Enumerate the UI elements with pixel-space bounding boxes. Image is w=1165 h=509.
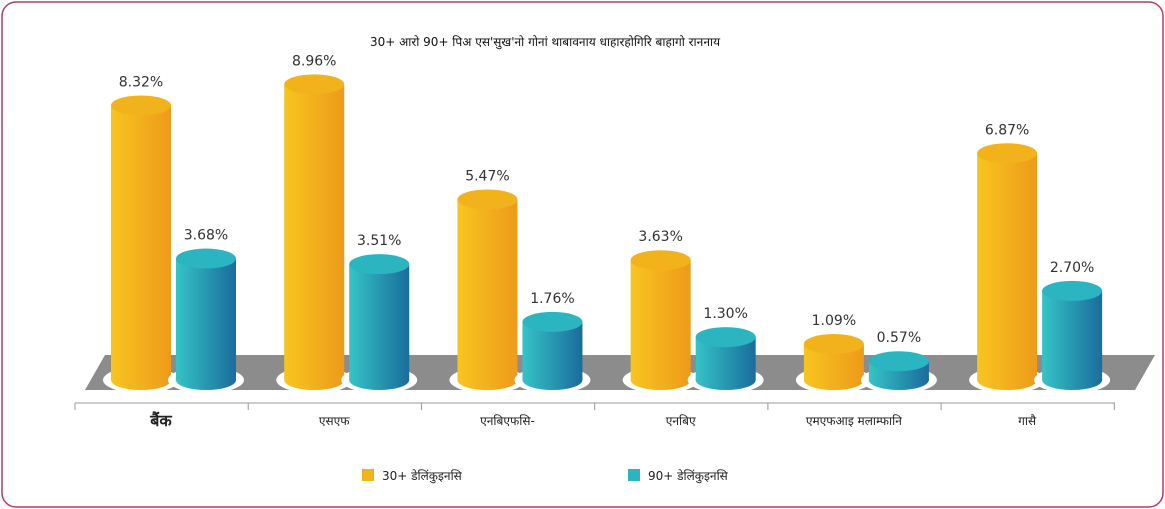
bar-cap: [522, 311, 583, 332]
bar: [630, 260, 691, 380]
value-label: 3.51%: [357, 233, 401, 249]
value-label: 0.57%: [877, 330, 921, 346]
legend-swatch: [628, 469, 640, 481]
legend-label: 30+ डेलिंकुइनसि: [382, 469, 463, 484]
bar: [176, 258, 236, 380]
value-label: 2.70%: [1050, 260, 1094, 276]
value-label: 1.09%: [812, 313, 856, 329]
value-label: 1.76%: [530, 291, 574, 307]
bar-cap: [457, 189, 518, 210]
bar: [284, 84, 345, 380]
bar-cap: [695, 327, 756, 348]
chart-title: 30+ आरो 90+ पिअ एस'सुख'नो गोनां थाबावनाय…: [370, 35, 721, 50]
bar-cap: [176, 248, 236, 269]
bar: [349, 264, 410, 380]
bar-cap: [868, 351, 929, 372]
value-label: 1.30%: [703, 306, 747, 322]
bar-cap: [630, 250, 691, 271]
value-label: 6.87%: [985, 122, 1029, 138]
bar: [111, 105, 171, 380]
value-label: 8.96%: [292, 53, 336, 69]
bar-cap: [977, 143, 1038, 164]
legend-swatch: [362, 469, 374, 481]
bar-cap: [803, 334, 864, 355]
bar-cap: [1042, 280, 1103, 301]
x-tick-label: एनबिए: [665, 414, 696, 428]
x-tick-label: बैंक: [150, 411, 172, 430]
bar-cap: [111, 95, 171, 116]
bar: [977, 153, 1038, 380]
value-label: 5.47%: [465, 168, 509, 184]
bar: [457, 199, 518, 380]
value-label: 8.32%: [119, 74, 163, 90]
value-label: 3.63%: [638, 229, 682, 245]
x-tick-label: एमएफआइ मलाम्फानि: [805, 414, 902, 428]
bar-cap: [284, 74, 345, 95]
x-tick-label: एनबिएफसि-: [480, 414, 535, 428]
bar: [1042, 290, 1103, 380]
x-tick-label: गासै: [1018, 414, 1037, 428]
value-label: 3.68%: [184, 228, 228, 244]
x-tick-label: एसएफ: [318, 414, 350, 428]
legend-label: 90+ डेलिंकुइनसि: [648, 469, 729, 484]
bar-cap: [349, 254, 410, 275]
